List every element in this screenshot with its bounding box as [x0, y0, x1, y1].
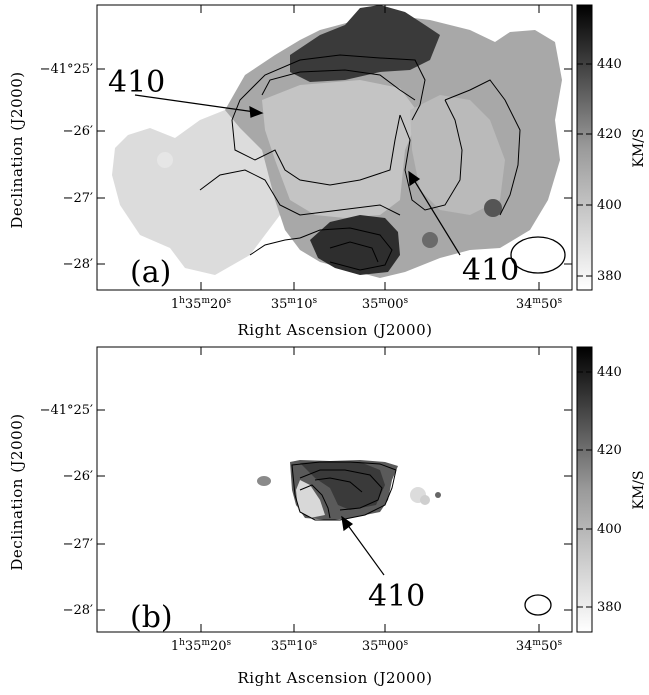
dec-tick-label: −27′ [63, 537, 93, 552]
ra-tick-label: 34m50s [516, 638, 563, 654]
colorbar-tick-label: 400 [597, 198, 622, 213]
dec-tick-label: −28′ [63, 257, 93, 272]
contour-annotation: 410 [462, 253, 519, 288]
beam-ellipse-a [510, 236, 566, 274]
x-axis-label: Right Ascension (J2000) [238, 321, 433, 339]
annotation-arrows-b [341, 515, 385, 576]
colorbar-ticks-a [577, 63, 592, 277]
map-blob [420, 495, 430, 505]
dec-tick-label: −26′ [63, 124, 93, 139]
y-axis-label: Declination (J2000) [8, 71, 26, 228]
annotation-arrows-a [134, 94, 461, 256]
colorbar-tick-label: 400 [597, 522, 622, 537]
map-region-east [410, 95, 505, 215]
colorbar-unit-label: KM/S [631, 470, 647, 509]
ra-tick-label: 35m00s [362, 296, 409, 312]
colorbar-tick-label: 380 [597, 269, 622, 284]
y-axis-label: Declination (J2000) [8, 413, 26, 570]
map-blob [157, 152, 173, 168]
dec-tick-label: −28′ [63, 603, 93, 618]
plot-frame-a [96, 4, 573, 291]
ra-tick-label: 35m00s [362, 638, 409, 654]
dec-ticks-b [97, 409, 572, 611]
panel-label: (b) [130, 600, 173, 635]
map-blob [435, 492, 441, 498]
colorbar-tick-label: 420 [597, 127, 622, 142]
colorbar-a [576, 4, 593, 291]
dec-tick-label: −41°25′ [40, 62, 93, 77]
x-axis-label: Right Ascension (J2000) [238, 669, 433, 687]
velocity-map-b [257, 460, 441, 521]
map-region-plateau [262, 80, 420, 218]
colorbar-tick-label: 380 [597, 600, 622, 615]
contours-b [291, 461, 397, 521]
colorbar-tick-label: 440 [597, 365, 622, 380]
ra-tick-label: 34m50s [516, 296, 563, 312]
contour-annotation: 410 [108, 65, 165, 100]
dec-tick-label: −26′ [63, 469, 93, 484]
ra-ticks-b [200, 347, 540, 632]
colorbar-tick-label: 420 [597, 443, 622, 458]
colorbar-ticks-b [577, 371, 592, 608]
panel-a: −41°25′ −26′ −27′ −28′ 1h35m20s 35m10s 3… [8, 4, 647, 339]
velocity-map-a [112, 5, 562, 278]
map-region-north-dark [290, 5, 440, 82]
contours-a [199, 54, 521, 271]
dec-ticks-a [97, 68, 572, 265]
colorbar-tick-label: 440 [597, 57, 622, 72]
map-blob [257, 476, 271, 486]
beam-ellipse-b [524, 594, 552, 616]
map-region-core-light [296, 480, 325, 518]
ra-tick-label: 1h35m20s [171, 296, 232, 312]
ra-tick-label: 35m10s [271, 296, 318, 312]
ra-ticks-a [200, 5, 540, 290]
ra-tick-label: 1h35m20s [171, 638, 232, 654]
map-blob [484, 199, 502, 217]
colorbar-unit-label: KM/S [631, 128, 647, 167]
colorbar-b [576, 346, 593, 633]
dec-tick-label: −41°25′ [40, 403, 93, 418]
map-blob [422, 232, 438, 248]
panel-label: (a) [130, 255, 171, 290]
dec-tick-label: −27′ [63, 191, 93, 206]
panel-b: −41°25′ −26′ −27′ −28′ 1h35m20s 35m10s 3… [8, 346, 647, 687]
plot-frame-b [96, 346, 573, 633]
contour-annotation: 410 [368, 579, 425, 614]
ra-tick-label: 35m10s [271, 638, 318, 654]
